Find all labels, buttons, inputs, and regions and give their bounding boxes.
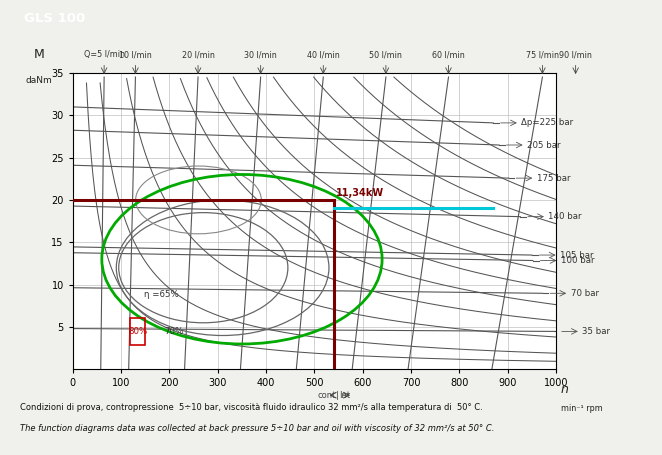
- Text: 35 bar: 35 bar: [582, 327, 610, 336]
- Text: 20 l/min: 20 l/min: [181, 50, 214, 59]
- Text: 30 l/min: 30 l/min: [244, 50, 277, 59]
- Bar: [130, 318, 146, 345]
- Text: Q=5 l/min: Q=5 l/min: [83, 50, 124, 59]
- Text: Int: Int: [340, 391, 351, 399]
- Text: 40 l/min: 40 l/min: [307, 50, 340, 59]
- Text: 10 l/min: 10 l/min: [119, 50, 152, 59]
- Text: 11,34kW: 11,34kW: [336, 187, 384, 197]
- Text: |: |: [336, 391, 339, 399]
- Text: GLS 100: GLS 100: [24, 12, 85, 25]
- Text: min⁻¹ rpm: min⁻¹ rpm: [561, 404, 602, 413]
- Text: The function diagrams data was collected at back pressure 5÷10 bar and oil with : The function diagrams data was collected…: [20, 424, 495, 433]
- Text: 140 bar: 140 bar: [548, 212, 582, 221]
- Text: 105 bar: 105 bar: [560, 251, 593, 259]
- Text: 70%: 70%: [165, 327, 184, 336]
- Text: daNm: daNm: [26, 76, 52, 85]
- Text: 70 bar: 70 bar: [571, 289, 598, 298]
- Text: Condizioni di prova, contropressione  5÷10 bar, viscosità fluido idraulico 32 mm: Condizioni di prova, contropressione 5÷1…: [20, 403, 483, 412]
- Text: η =65%: η =65%: [144, 290, 179, 299]
- Text: n: n: [561, 383, 569, 396]
- Text: 50 l/min: 50 l/min: [369, 50, 402, 59]
- Text: M: M: [34, 48, 44, 61]
- Text: 205 bar: 205 bar: [527, 141, 561, 150]
- Text: 60 l/min: 60 l/min: [432, 50, 465, 59]
- Text: 90 l/min: 90 l/min: [559, 50, 592, 59]
- Text: 80%: 80%: [128, 327, 147, 336]
- Text: 175 bar: 175 bar: [537, 174, 570, 182]
- Text: cont: cont: [318, 391, 336, 399]
- Text: 75 l/min: 75 l/min: [526, 50, 559, 59]
- Text: Δp=225 bar: Δp=225 bar: [521, 118, 573, 127]
- Text: 100 bar: 100 bar: [561, 256, 594, 265]
